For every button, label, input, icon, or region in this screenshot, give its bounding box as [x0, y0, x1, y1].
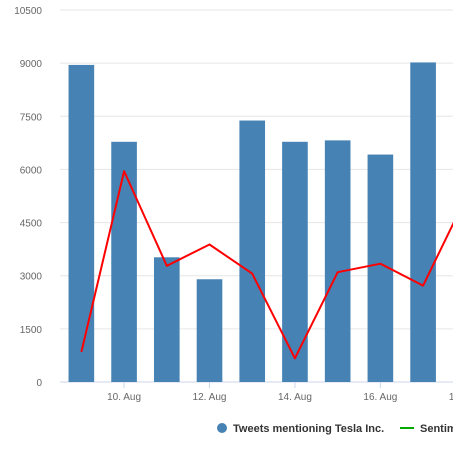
bar [68, 64, 95, 383]
legend-bar-label: Tweets mentioning Tesla Inc. [233, 423, 384, 435]
y-tick-label: 4500 [20, 219, 43, 230]
x-tick-label: 14. Aug [278, 392, 312, 403]
x-tick-label: 18. Aug [449, 392, 453, 403]
bar [153, 257, 180, 382]
x-tick-label: 16. Aug [363, 392, 397, 403]
legend-line-label: Sentim [420, 423, 453, 435]
bar [410, 62, 436, 382]
x-tick-label: 12. Aug [193, 392, 227, 403]
bar [324, 140, 351, 382]
bar [239, 120, 266, 382]
y-tick-label: 1500 [20, 325, 43, 336]
y-tick-label: 7500 [20, 112, 43, 123]
legend-bar-marker [217, 423, 227, 433]
x-tick-label: 10. Aug [107, 392, 141, 403]
y-tick-label: 3000 [20, 272, 43, 283]
y-tick-label: 0 [36, 378, 42, 389]
y-tick-label: 6000 [20, 165, 43, 176]
bar [111, 141, 137, 382]
bar [282, 141, 308, 382]
y-tick-label: 10500 [14, 6, 42, 17]
y-tick-label: 9000 [20, 59, 43, 70]
sentiment-line [80, 170, 453, 360]
bar [196, 279, 223, 382]
